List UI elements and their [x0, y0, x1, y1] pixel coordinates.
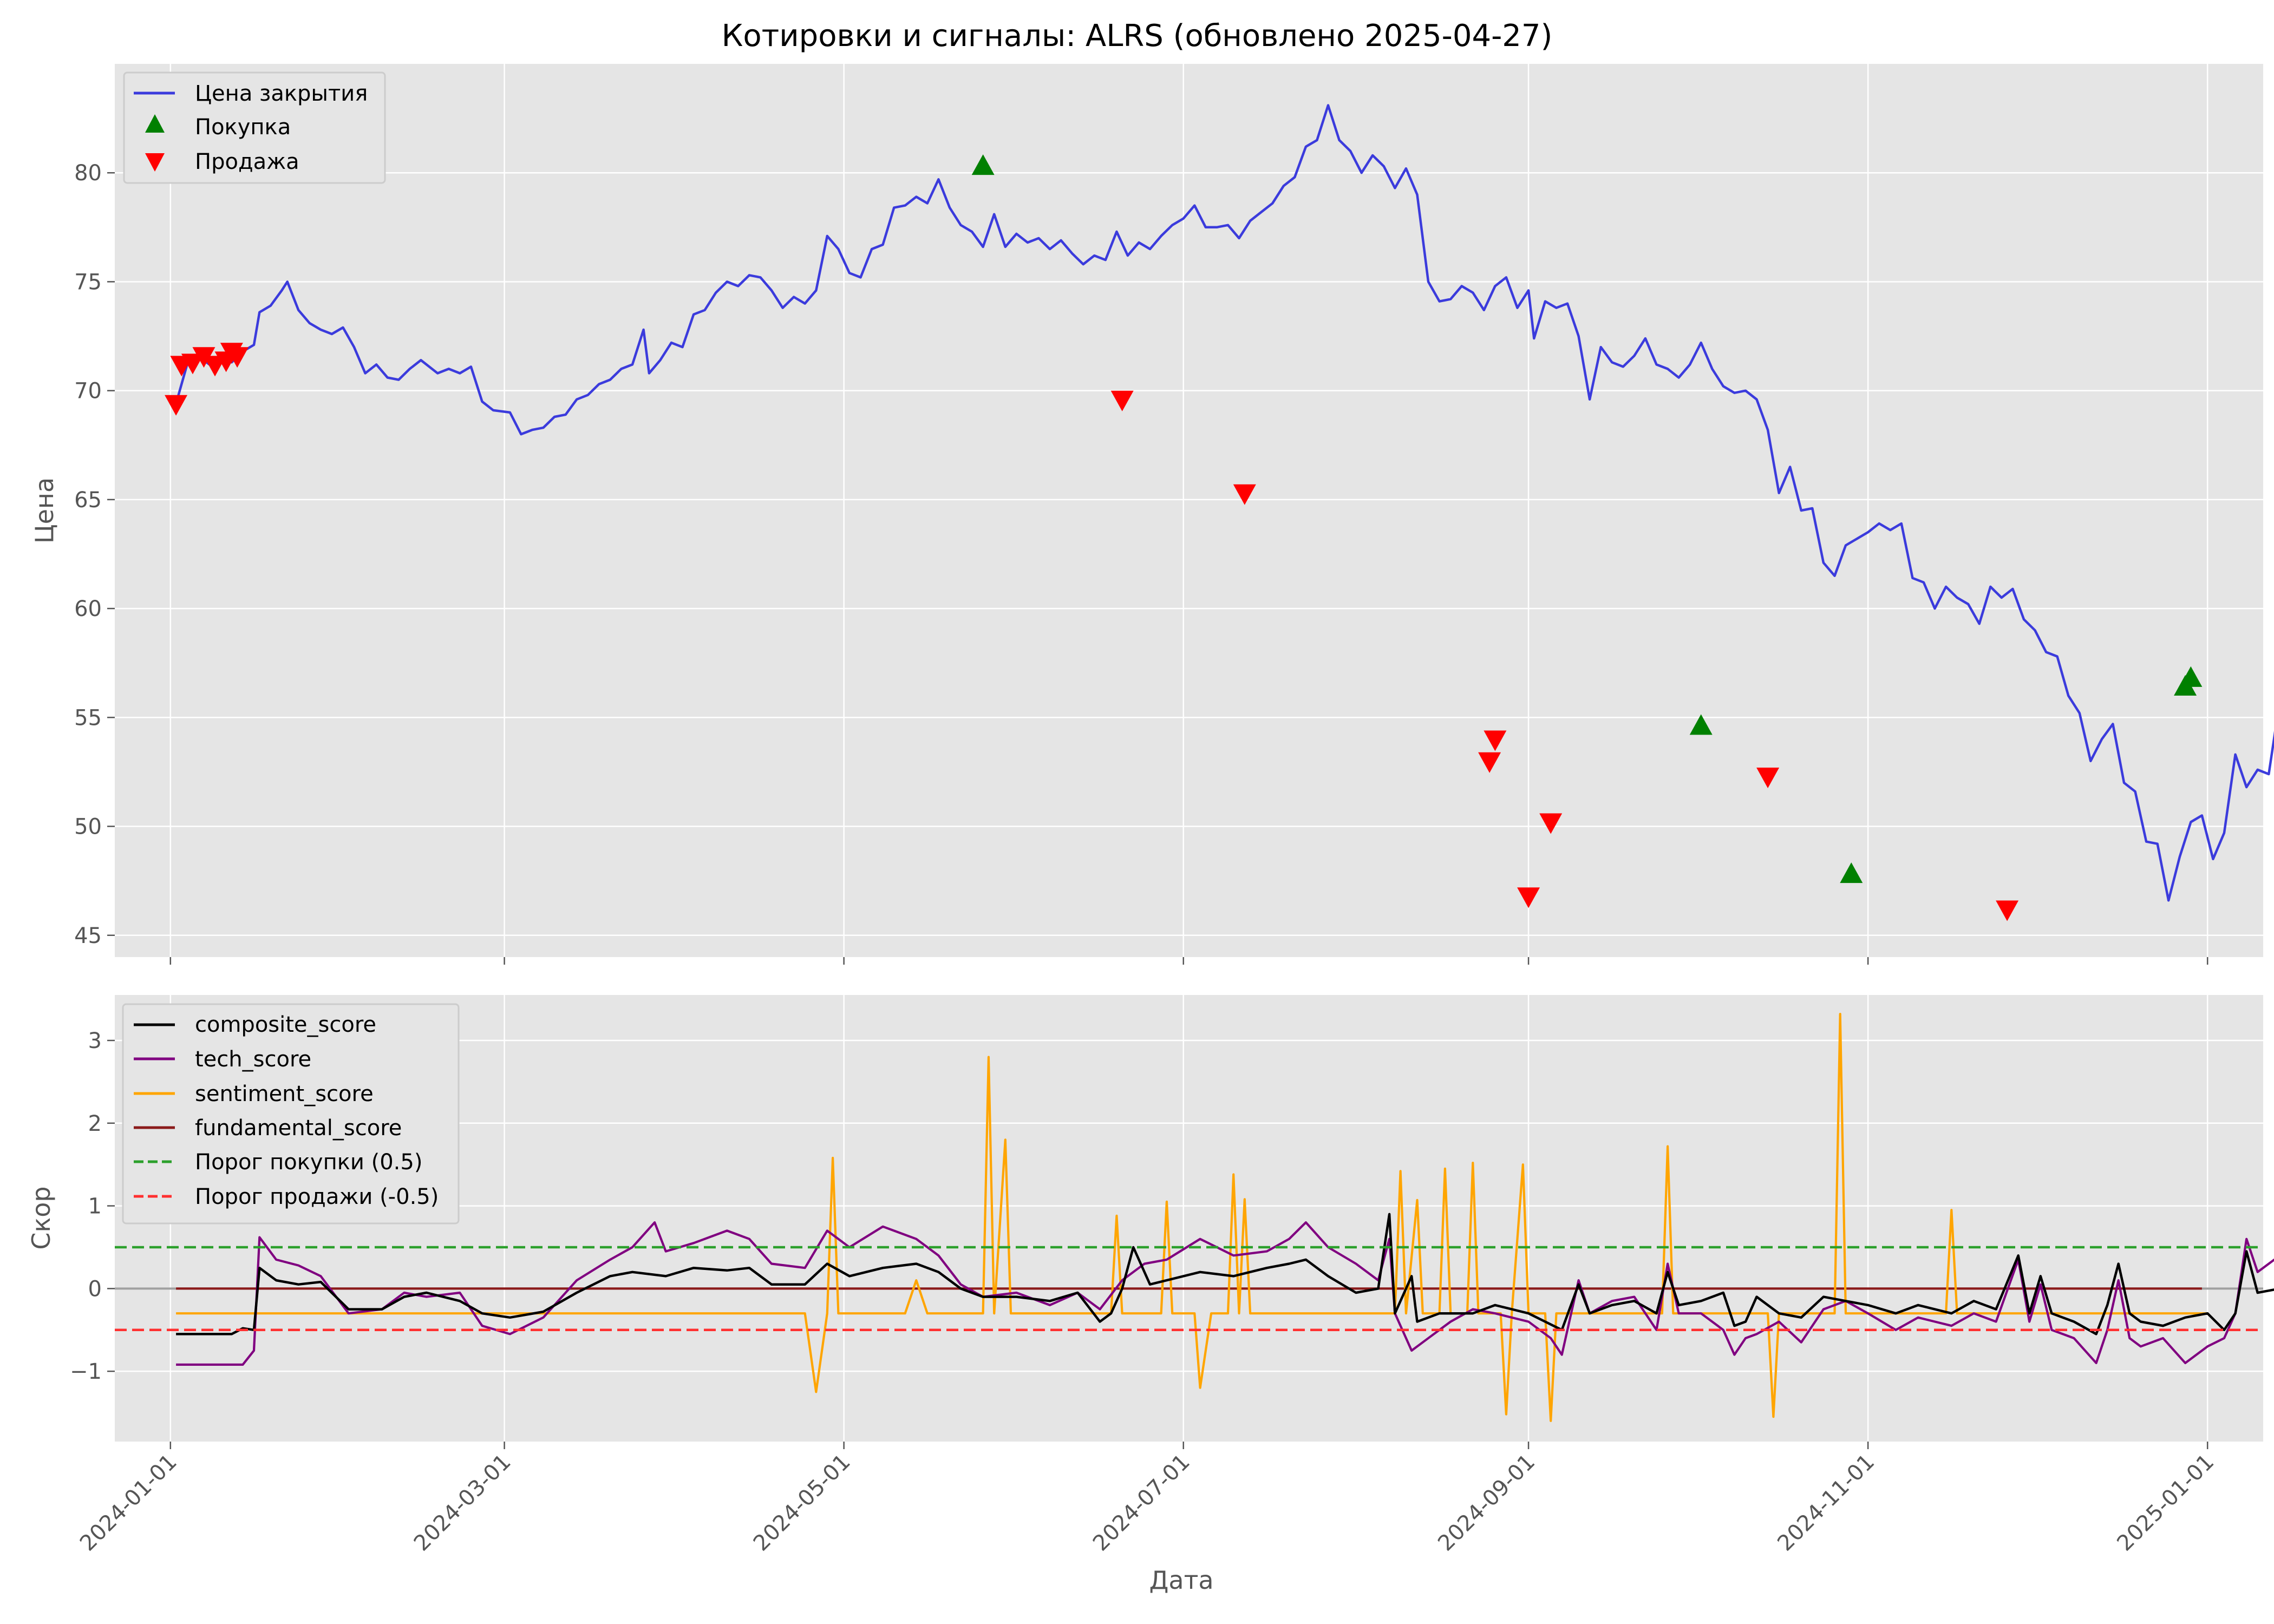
price-panel: 45 50 55 60 65 70 75 80 Цена Цена закрытия Поку… — [30, 64, 2274, 965]
y-tick-label: −1 — [70, 1359, 102, 1384]
x-tick-label: 2025-01-01 — [2112, 1450, 2219, 1556]
composite-score-line — [176, 1213, 2274, 1335]
y-tick-label: 55 — [74, 705, 102, 730]
x-tick-label: 2024-11-01 — [1773, 1450, 1879, 1556]
x-tick-label: 2024-07-01 — [1088, 1450, 1195, 1556]
tech-score-line — [176, 1221, 2274, 1366]
y-tick-label: 1 — [88, 1194, 102, 1219]
price-legend: Цена закрытия Покупка Продажа — [123, 71, 386, 184]
buy-marker — [1689, 714, 1713, 735]
legend-label-sell-threshold: Порог продажи (-0.5) — [195, 1184, 439, 1209]
sell-marker — [1233, 484, 1256, 505]
scores-legend: composite_score tech_score sentiment_sco… — [122, 1003, 460, 1224]
sell-marker — [165, 395, 188, 416]
y-tick-label: 45 — [74, 924, 102, 948]
sell-marker — [1539, 813, 1563, 834]
scores-x-ticks — [169, 1442, 2208, 1449]
scores-plot-area — [115, 995, 2263, 1442]
price-plot-area — [115, 64, 2263, 957]
sell-marker — [181, 353, 204, 375]
sell-marker — [192, 347, 215, 368]
y-tick-label: 80 — [74, 161, 102, 186]
x-tick-labels: 2024-01-01 2024-03-01 2024-05-01 2024-07-01… — [75, 1450, 2219, 1556]
legend-label-close: Цена закрытия — [195, 81, 368, 106]
x-tick-label: 2024-05-01 — [749, 1450, 855, 1556]
sell-marker — [1756, 767, 1780, 788]
sell-marker — [1478, 752, 1501, 773]
sell-marker — [1484, 730, 1507, 751]
scores-y-axis-label: Скор — [27, 1186, 56, 1249]
legend-label-buy-threshold: Порог покупки (0.5) — [195, 1150, 422, 1175]
y-tick-label: 70 — [74, 379, 102, 404]
x-tick-label: 2024-01-01 — [75, 1450, 182, 1556]
price-gridlines — [115, 64, 2263, 957]
x-axis-label: Дата — [1149, 1566, 1213, 1595]
scores-panel: −1 0 1 2 3 Скор composite_score tech_score s… — [27, 995, 2274, 1449]
legend-box — [122, 1003, 460, 1224]
legend-swatch-sell — [145, 153, 165, 172]
scores-series — [115, 1012, 2274, 1422]
y-tick-label: 0 — [88, 1276, 102, 1301]
legend-label-composite: composite_score — [195, 1012, 376, 1037]
close-price-line — [174, 104, 2274, 902]
legend-label-tech: tech_score — [195, 1047, 311, 1072]
sell-marker — [1110, 390, 1134, 411]
y-tick-label: 60 — [74, 597, 102, 621]
legend-label-sentiment: sentiment_score — [195, 1082, 374, 1106]
y-tick-label: 50 — [74, 815, 102, 840]
y-tick-label: 65 — [74, 488, 102, 513]
legend-box — [123, 71, 386, 184]
scores-y-axis: −1 0 1 2 3 — [70, 1029, 115, 1384]
sell-marker — [226, 347, 249, 368]
price-x-ticks — [169, 957, 2208, 965]
legend-swatch-buy — [145, 114, 165, 133]
x-tick-label: 2024-09-01 — [1433, 1450, 1540, 1556]
y-tick-label: 3 — [88, 1029, 102, 1053]
sell-marker — [1996, 900, 2019, 921]
price-series — [165, 104, 2274, 921]
price-y-axis: 45 50 55 60 65 70 75 80 — [74, 161, 115, 948]
y-tick-label: 75 — [74, 270, 102, 294]
sell-marker — [1517, 887, 1540, 908]
buy-marker — [1840, 862, 1863, 883]
legend-label-buy: Покупка — [195, 115, 291, 140]
legend-label-sell: Продажа — [195, 149, 299, 174]
buy-marker — [971, 154, 995, 175]
chart-title: Котировки и сигналы: ALRS (обновлено 202… — [722, 18, 1553, 54]
buy-marker — [2179, 666, 2203, 687]
x-tick-label: 2024-03-01 — [409, 1450, 516, 1556]
y-tick-label: 2 — [88, 1111, 102, 1136]
price-y-axis-label: Цена — [30, 477, 59, 543]
legend-label-fundamental: fundamental_score — [195, 1116, 402, 1141]
